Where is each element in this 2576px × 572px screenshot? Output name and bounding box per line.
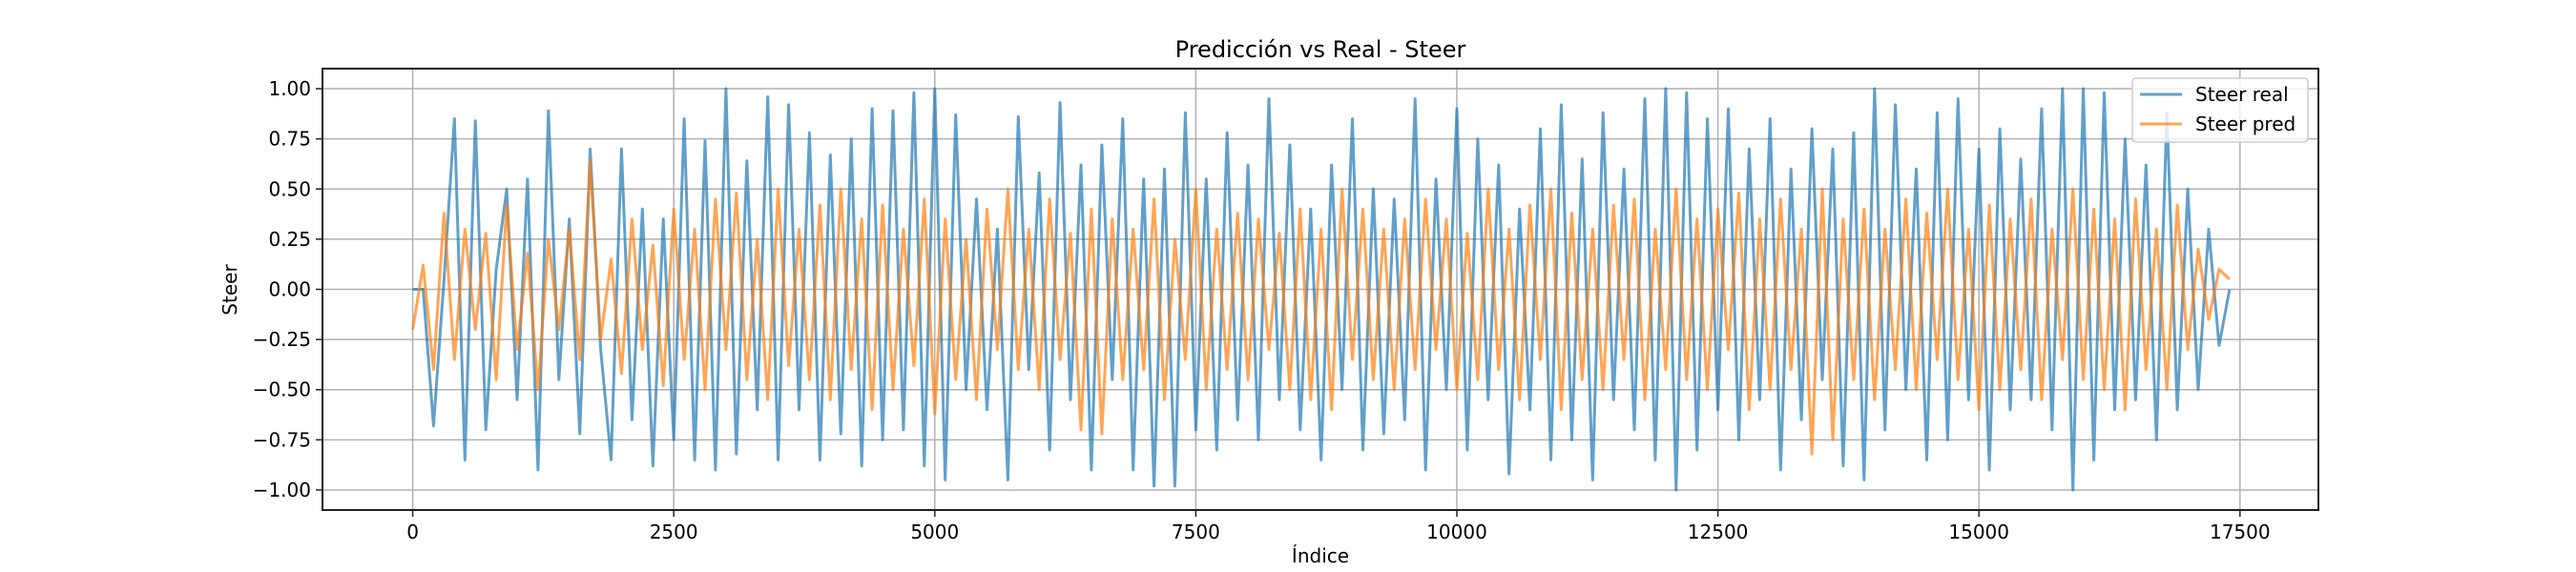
x-tick-label: 17500 [2210, 521, 2271, 543]
y-tick-label: −0.50 [253, 378, 311, 401]
chart-title: Predicción vs Real - Steer [1175, 36, 1466, 63]
y-tick-label: −0.75 [253, 428, 311, 451]
legend-label-pred: Steer pred [2195, 112, 2296, 135]
plot-frame [322, 68, 2319, 511]
y-tick-label: 0.25 [268, 228, 311, 251]
y-tick-label: −1.00 [253, 479, 311, 501]
series-line-steer-pred [411, 159, 2231, 456]
x-tick-label: 12500 [1688, 521, 1749, 543]
y-tick-label: 0.00 [268, 278, 311, 301]
y-tick-label: 1.00 [268, 77, 311, 100]
x-tick-label: 2500 [650, 521, 698, 543]
x-tick-label: 5000 [910, 521, 959, 543]
series-line-steer-real [412, 87, 2232, 492]
series-lines [411, 87, 2232, 492]
y-axis-label: Steer [218, 264, 241, 316]
y-tick-label: 0.75 [268, 128, 311, 151]
ticks: 0 2500 5000 7500 10000 12500 15000 17500 −1.00 −0… [253, 77, 2271, 543]
legend: Steer real Steer pred [2131, 77, 2309, 143]
x-tick-label: 7500 [1172, 521, 1220, 543]
x-axis-label: Índice [1292, 544, 1349, 567]
x-tick-label: 10000 [1426, 521, 1487, 543]
legend-label-real: Steer real [2195, 83, 2289, 106]
y-tick-label: −0.25 [253, 328, 311, 351]
x-tick-label: 0 [406, 521, 419, 543]
y-tick-label: 0.50 [268, 177, 311, 200]
x-tick-label: 15000 [1948, 521, 2009, 543]
